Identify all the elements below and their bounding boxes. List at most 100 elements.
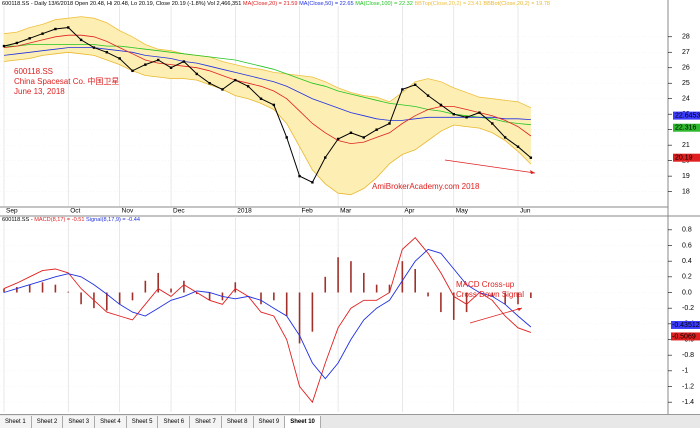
header-text: 600118.SS - Daily 13/6/2018 Open 20.48, … — [2, 1, 241, 7]
close-mark — [336, 137, 340, 141]
histogram-bar — [234, 282, 237, 293]
close-mark — [401, 88, 404, 91]
sheet-tab[interactable]: Sheet 6 — [158, 415, 191, 428]
histogram-bar — [285, 292, 288, 316]
sheet-tab[interactable]: Sheet 4 — [95, 415, 127, 428]
close-mark — [285, 136, 288, 139]
x-tick-label: Oct — [70, 208, 80, 215]
histogram-bar — [28, 284, 31, 293]
x-tick-label: 2018 — [237, 208, 252, 215]
header-sep: = — [461, 1, 467, 7]
close-mark — [182, 60, 186, 63]
sheet-tab[interactable]: Sheet 2 — [31, 415, 64, 428]
histogram-bar — [157, 272, 159, 293]
close-mark — [529, 156, 533, 159]
price-tag — [671, 332, 700, 341]
series-line — [3, 51, 532, 196]
close-mark — [54, 27, 57, 31]
legend-value: 22.32 — [399, 1, 413, 7]
y-tick-label: 0.6 — [682, 242, 692, 249]
legend-value: -0.51 — [72, 217, 85, 223]
x-tick-label: Nov — [122, 208, 134, 215]
legend-value: 19.78 — [536, 1, 550, 7]
close-mark — [92, 46, 96, 49]
x-tick-label: Mar — [340, 208, 352, 215]
price-tag-label: 20.19 — [675, 155, 693, 162]
y-tick-label: -0.8 — [682, 352, 694, 359]
close-mark — [465, 116, 468, 119]
close-mark — [105, 51, 108, 54]
sheet-tab[interactable]: Sheet 8 — [221, 415, 254, 428]
y-tick-label: 19 — [682, 173, 690, 180]
sheet-tabs: Sheet 1 Sheet 2 Sheet 3 Sheet 4 Sheet 5 Sheet… — [0, 414, 700, 428]
series-line — [3, 26, 532, 183]
legend-name: MA(Close,50) — [299, 1, 333, 7]
close-mark — [362, 136, 365, 139]
y-tick-label: 0.0 — [682, 289, 692, 296]
price-tag-label: -0.5069 — [672, 333, 696, 340]
legend-name: BBBot(Close,20,2) — [483, 1, 529, 7]
header-text: 600118.SS - — [2, 217, 33, 223]
sheet-tab[interactable]: Sheet 10 — [285, 415, 321, 428]
y-tick-label: 21 — [682, 142, 690, 149]
histogram-bar — [440, 292, 442, 313]
histogram-bar — [517, 292, 519, 305]
annotation: Cross Down Signal — [456, 290, 524, 299]
sheet-tab[interactable]: Sheet 1 — [0, 415, 32, 428]
close-mark — [157, 58, 160, 62]
histogram-bar — [401, 261, 404, 293]
header-sep: = — [121, 217, 127, 223]
close-mark — [516, 145, 520, 148]
histogram-bar — [452, 292, 455, 320]
histogram-bar — [208, 292, 211, 301]
header-sep: = — [277, 1, 283, 7]
close-mark — [41, 32, 44, 35]
histogram-bar — [337, 257, 339, 293]
series-line — [3, 248, 532, 380]
price-tag — [673, 111, 700, 120]
chart: SepOctNovDec2018FebMarAprMayJun181920212… — [0, 0, 700, 414]
close-mark — [79, 38, 83, 42]
arrow-head — [517, 308, 522, 311]
legend-value: 23.41 — [468, 1, 482, 7]
header-sep: = — [530, 1, 536, 7]
histogram-bar — [106, 292, 108, 311]
sheet-tab[interactable]: Sheet 3 — [63, 415, 96, 428]
close-mark — [67, 26, 70, 29]
series-line — [4, 44, 531, 126]
close-mark — [491, 122, 494, 125]
legend-value: -0.44 — [127, 217, 140, 223]
price-tag — [673, 153, 700, 162]
trend-arrow — [444, 159, 536, 174]
close-mark — [439, 103, 443, 107]
histogram-bar — [67, 291, 70, 293]
histogram-bar — [414, 269, 416, 293]
y-tick-label: 0.2 — [682, 274, 692, 281]
histogram-bar — [3, 288, 5, 293]
price-tag — [673, 123, 700, 132]
price-tag-label: 22.6453 — [675, 112, 700, 119]
histogram-bar — [41, 282, 44, 293]
histogram-bar — [260, 292, 262, 305]
annotation: China Spacesat Co. 中国卫星 — [14, 76, 119, 86]
y-tick-label: -0.2 — [682, 305, 694, 312]
sheet-tab[interactable]: Sheet 5 — [126, 415, 159, 428]
price-tag-label: 22.316 — [675, 125, 697, 132]
sheet-tab[interactable]: Sheet 7 — [190, 415, 222, 428]
histogram-bar — [504, 292, 506, 305]
legend-name: Signal(8,17,9) — [86, 217, 121, 223]
sheet-tab[interactable]: Sheet 9 — [253, 415, 286, 428]
histogram-bar — [54, 284, 57, 293]
x-tick-label: Dec — [173, 208, 185, 215]
close-mark — [414, 83, 417, 86]
legend-name: MA(Close,20) — [243, 1, 277, 7]
y-tick-label: 24 — [682, 96, 690, 103]
histogram-bar — [491, 292, 494, 297]
y-tick-label: 26 — [682, 65, 690, 72]
close-mark — [388, 122, 391, 125]
close-mark — [349, 131, 353, 134]
annotation: 600118.SS — [14, 67, 53, 76]
close-mark — [375, 128, 378, 131]
y-tick-label: -1 — [682, 368, 688, 375]
